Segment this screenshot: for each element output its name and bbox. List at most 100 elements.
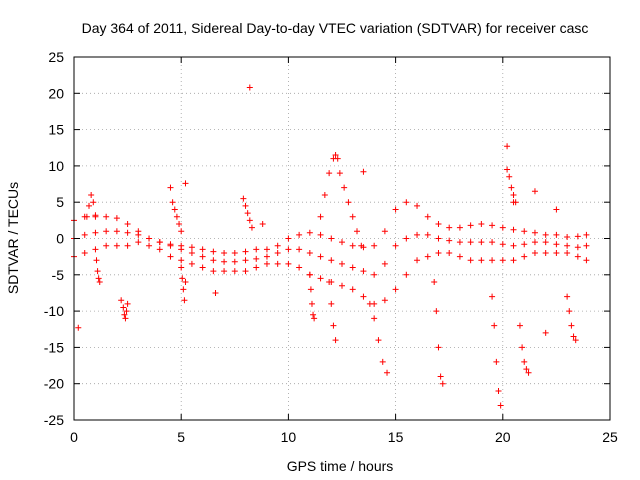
data-point bbox=[169, 199, 176, 206]
data-point bbox=[259, 220, 266, 227]
x-axis-label: GPS time / hours bbox=[287, 458, 394, 474]
data-point bbox=[96, 279, 103, 286]
data-point bbox=[354, 228, 361, 235]
data-point bbox=[326, 170, 333, 177]
data-point bbox=[285, 260, 292, 267]
data-point bbox=[242, 268, 249, 275]
data-point bbox=[489, 222, 496, 229]
data-point bbox=[574, 253, 581, 260]
data-point bbox=[424, 231, 431, 238]
data-point bbox=[495, 387, 502, 394]
data-point bbox=[212, 289, 219, 296]
chart-title: Day 364 of 2011, Sidereal Day-to-day VTE… bbox=[82, 20, 589, 36]
data-point bbox=[113, 228, 120, 235]
data-point bbox=[180, 286, 187, 293]
data-point bbox=[506, 173, 513, 180]
data-point bbox=[574, 244, 581, 251]
data-point bbox=[221, 258, 228, 265]
data-point bbox=[360, 293, 367, 300]
series-excursion-14-3h-dip bbox=[366, 300, 391, 376]
series-excursion-1h-spike bbox=[83, 191, 99, 220]
data-point bbox=[188, 260, 195, 267]
data-point bbox=[231, 250, 238, 257]
data-marks bbox=[71, 84, 590, 409]
data-point bbox=[86, 202, 93, 209]
data-point bbox=[583, 231, 590, 238]
data-point bbox=[332, 337, 339, 344]
grid bbox=[74, 57, 610, 420]
data-point bbox=[339, 239, 345, 246]
data-point bbox=[424, 253, 431, 260]
data-point bbox=[570, 333, 577, 340]
data-point bbox=[519, 344, 526, 351]
y-tick-label: 10 bbox=[48, 158, 64, 174]
data-point bbox=[572, 337, 579, 344]
series-excursion-21h-dip bbox=[516, 322, 532, 376]
data-point bbox=[439, 380, 446, 387]
data-point bbox=[332, 152, 339, 159]
data-point bbox=[542, 231, 549, 238]
data-point bbox=[311, 315, 318, 322]
data-point bbox=[244, 210, 251, 217]
series-mid-band bbox=[71, 228, 590, 278]
data-point bbox=[510, 226, 517, 233]
data-point bbox=[499, 224, 506, 231]
data-point bbox=[330, 322, 337, 329]
data-point bbox=[414, 202, 421, 209]
data-point bbox=[392, 206, 399, 213]
data-point bbox=[92, 229, 99, 236]
data-point bbox=[504, 143, 511, 150]
x-tick-label: 10 bbox=[281, 429, 297, 445]
data-point bbox=[392, 286, 399, 293]
data-point bbox=[263, 260, 270, 267]
data-point bbox=[446, 237, 453, 244]
data-point bbox=[231, 258, 238, 265]
data-point bbox=[510, 257, 517, 264]
data-point bbox=[90, 199, 97, 206]
data-point bbox=[499, 257, 506, 264]
data-point bbox=[123, 308, 130, 315]
data-point bbox=[296, 231, 303, 238]
data-point bbox=[103, 228, 110, 235]
series-isolated-outliers bbox=[75, 84, 560, 336]
data-point bbox=[467, 222, 474, 229]
data-point bbox=[263, 246, 270, 253]
data-point bbox=[242, 248, 249, 255]
data-point bbox=[242, 257, 249, 264]
data-point bbox=[182, 279, 189, 286]
data-point bbox=[371, 271, 378, 278]
data-point bbox=[446, 250, 453, 257]
data-point bbox=[253, 255, 260, 262]
y-tick-label: 0 bbox=[56, 231, 64, 247]
data-point bbox=[435, 250, 442, 257]
data-point bbox=[564, 242, 571, 249]
data-point bbox=[341, 184, 348, 191]
data-point bbox=[521, 228, 528, 235]
data-point bbox=[95, 275, 102, 282]
y-tick-label: 5 bbox=[56, 194, 64, 210]
x-tick-label: 0 bbox=[70, 429, 78, 445]
data-point bbox=[493, 358, 500, 365]
data-point bbox=[403, 199, 410, 206]
data-point bbox=[489, 239, 496, 246]
data-point bbox=[437, 373, 444, 380]
data-point bbox=[120, 304, 127, 311]
data-point bbox=[574, 233, 581, 240]
data-point bbox=[199, 253, 206, 260]
data-point bbox=[83, 213, 90, 220]
data-point bbox=[167, 253, 174, 260]
data-point bbox=[253, 246, 260, 253]
data-point bbox=[306, 271, 313, 278]
data-point bbox=[414, 257, 421, 264]
data-point bbox=[199, 264, 206, 271]
data-point bbox=[478, 239, 485, 246]
data-point bbox=[274, 242, 281, 249]
data-point bbox=[122, 315, 129, 322]
series-excursion-1h-dip bbox=[93, 257, 103, 286]
data-point bbox=[231, 268, 238, 275]
y-tick-label: 15 bbox=[48, 122, 64, 138]
data-point bbox=[274, 260, 281, 267]
data-point bbox=[360, 168, 367, 175]
data-point bbox=[242, 202, 249, 209]
